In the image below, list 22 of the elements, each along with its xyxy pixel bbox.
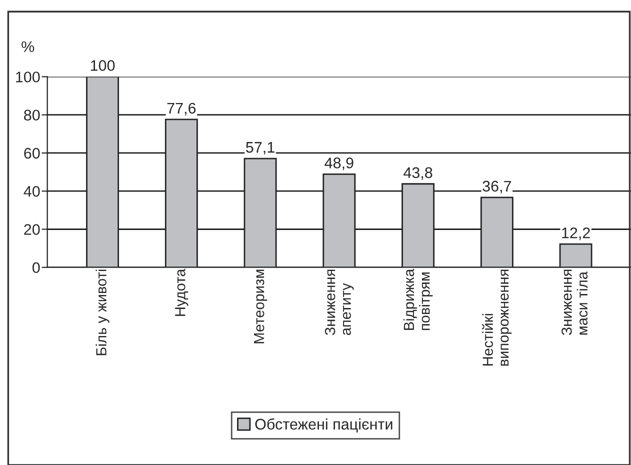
legend-label: Обстежені пацієнти [255,418,392,433]
text: 57,1 [246,142,274,155]
y-tick-label: 20 [24,224,40,235]
x-tick-label: Біль у животі [96,270,110,356]
text: 48,9 [324,158,354,170]
text: 36,7 [482,180,512,194]
y-tick-label: 40 [24,186,40,197]
x-tick-label: Зниження апетиту [324,270,354,336]
text: 77,6 [167,102,196,116]
x-tick-label: Нудота [175,268,188,316]
x-tick-label: Нестійкі випорожнення [482,270,512,366]
y-tick-label: 80 [24,110,40,121]
x-tick-label: Зниження маси тіла [562,270,588,336]
x-tick-label: Відрижка повітрям [403,268,433,330]
y-tick-label: 100 [16,72,40,82]
y-axis-title: % [22,41,34,52]
text: 12,2 [562,228,590,240]
text: 100 [90,60,115,71]
x-tick-label: Метеоризм [254,270,268,344]
y-tick-label: 0 [32,262,40,274]
text: 43,8 [404,167,432,180]
y-tick-label: 60 [24,148,40,159]
